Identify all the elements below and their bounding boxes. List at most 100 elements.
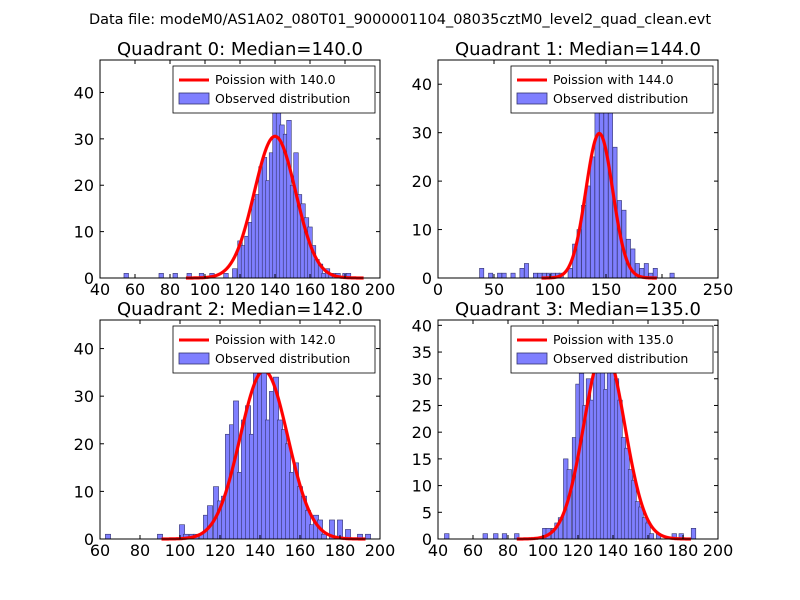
- x-tick-label: 160: [633, 541, 664, 560]
- axes-frame: [437, 59, 719, 279]
- legend-poisson-label: Poission with 140.0: [215, 72, 336, 87]
- legend-box: [510, 325, 714, 374]
- y-tick-label: 20: [412, 423, 432, 442]
- y-tick-label: 0: [422, 269, 432, 288]
- x-tick-label: 60: [463, 541, 483, 560]
- x-tick-label: 80: [160, 280, 180, 299]
- subplot-title: Quadrant 1: Median=144.0: [455, 39, 701, 60]
- histogram-bar: [172, 273, 178, 279]
- x-tick-label: 100: [190, 280, 221, 299]
- x-tick-label: 140: [245, 541, 276, 560]
- x-tick-label: 180: [330, 280, 361, 299]
- x-tick-label: 120: [225, 280, 256, 299]
- histogram-bar: [648, 533, 655, 540]
- histogram-bar: [501, 533, 508, 540]
- y-tick-label: 35: [412, 343, 432, 362]
- subplot-quadrant-2: 60 80 100 120 140 160 180 200 0 10 20 30 40 Quadrant …: [74, 299, 396, 560]
- legend-hist-label: Observed distribution: [553, 351, 688, 366]
- poisson-curve: [185, 134, 364, 280]
- legend-box: [172, 325, 376, 374]
- histogram-bar: [524, 263, 529, 279]
- legend-hist-swatch: [178, 352, 210, 365]
- x-tick-label: 140: [598, 541, 629, 560]
- x-tick-label: 180: [325, 541, 356, 560]
- x-tick-label: 250: [703, 280, 734, 299]
- x-tick-label: 200: [365, 541, 396, 560]
- x-tick-label: 100: [535, 280, 566, 299]
- histogram-bar: [510, 272, 516, 279]
- histogram-bar: [533, 272, 538, 279]
- legend-poisson-label: Poission with 144.0: [553, 72, 674, 87]
- y-tick-label: 0: [84, 530, 94, 549]
- histogram-bar: [223, 273, 229, 279]
- y-tick-label: 20: [412, 172, 432, 191]
- histogram-bar: [690, 528, 697, 540]
- histogram-bar: [488, 272, 494, 279]
- x-tick-label: 150: [591, 280, 622, 299]
- y-tick-label: 0: [422, 530, 432, 549]
- subplot-quadrant-3: 40 60 80 100 120 140 160 180 200 0 5 10 15 20 25 30 35 40…: [412, 299, 734, 560]
- x-tick-label: 200: [703, 541, 734, 560]
- histogram-bar: [594, 103, 600, 279]
- x-tick-label: 200: [647, 280, 678, 299]
- x-tick-label: 160: [285, 541, 316, 560]
- x-tick-label: 60: [90, 541, 110, 560]
- x-tick-label: 60: [125, 280, 145, 299]
- subplot-title: Quadrant 0: Median=140.0: [117, 39, 363, 60]
- y-tick-label: 10: [412, 477, 432, 496]
- legend: Poission with 144.0 Observed distribution: [510, 65, 714, 114]
- x-tick-label: 180: [668, 541, 699, 560]
- legend-hist-label: Observed distribution: [215, 351, 350, 366]
- y-tick-label: 30: [74, 387, 94, 406]
- histogram-bar: [365, 533, 371, 540]
- subplot-quadrant-1: 0 50 100 150 200 250 0 10 20 30 40 Quadrant 1: Medi…: [412, 39, 734, 299]
- axes-frame: [99, 319, 381, 540]
- legend-poisson-label: Poission with 142.0: [215, 332, 336, 347]
- histogram-bar: [105, 533, 111, 540]
- y-tick-label: 40: [74, 340, 94, 359]
- y-tick-label: 25: [412, 396, 432, 415]
- histogram-bar: [444, 533, 450, 540]
- x-tick-label: 120: [563, 541, 594, 560]
- y-tick-label: 30: [412, 124, 432, 143]
- legend: Poission with 135.0 Observed distribution: [510, 325, 714, 374]
- histogram-bar: [479, 268, 485, 279]
- x-tick-label: 140: [260, 280, 291, 299]
- legend: Poission with 142.0 Observed distribution: [172, 325, 376, 374]
- x-tick-label: 80: [498, 541, 518, 560]
- y-tick-label: 40: [412, 316, 432, 335]
- histogram-bar: [493, 533, 499, 540]
- y-tick-label: 15: [412, 450, 432, 469]
- x-tick-label: 200: [365, 280, 396, 299]
- y-tick-label: 0: [84, 269, 94, 288]
- x-tick-label: 160: [295, 280, 326, 299]
- histogram-bar: [123, 273, 129, 279]
- histogram-bar: [669, 272, 675, 279]
- y-tick-label: 20: [74, 176, 94, 195]
- y-tick-label: 30: [74, 130, 94, 149]
- legend-hist-swatch: [516, 352, 548, 365]
- legend-hist-label: Observed distribution: [215, 91, 350, 106]
- y-tick-label: 40: [74, 83, 94, 102]
- legend-box: [510, 65, 714, 114]
- legend: Poission with 140.0 Observed distribution: [172, 65, 376, 114]
- subplot-title: Quadrant 3: Median=135.0: [455, 299, 701, 320]
- histogram-bar: [501, 272, 507, 279]
- x-tick-label: 100: [165, 541, 196, 560]
- x-tick-label: 80: [130, 541, 150, 560]
- histogram-bar: [537, 272, 543, 279]
- figure-suptitle: Data file: modeM0/AS1A02_080T01_90000011…: [89, 12, 711, 28]
- legend-hist-label: Observed distribution: [553, 91, 688, 106]
- histogram-bar: [590, 156, 595, 279]
- subplot-quadrant-0: 40 60 80 100 120 140 160 180 200 0 10 20 30 40 Quadran…: [74, 39, 396, 299]
- x-tick-label: 0: [433, 280, 443, 299]
- y-tick-label: 10: [74, 482, 94, 501]
- legend-hist-swatch: [178, 92, 210, 105]
- y-tick-label: 10: [412, 221, 432, 240]
- y-tick-label: 20: [74, 435, 94, 454]
- x-tick-label: 50: [484, 280, 504, 299]
- x-tick-label: 100: [528, 541, 559, 560]
- histogram-bar: [585, 185, 591, 279]
- y-tick-label: 30: [412, 370, 432, 389]
